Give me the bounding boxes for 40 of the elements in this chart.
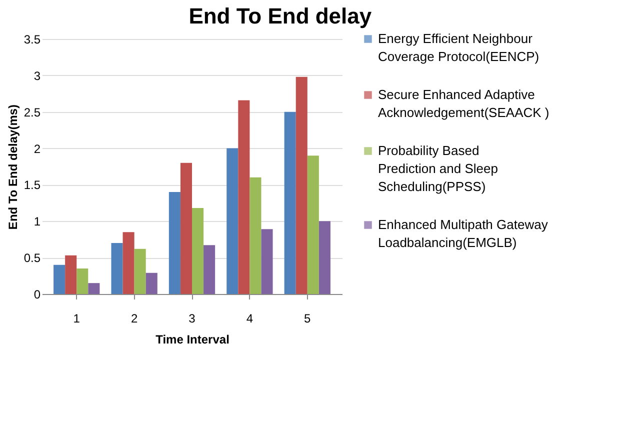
legend-label: Enhanced Multipath Gateway Loadbalancing(EMGLB): [378, 217, 548, 250]
x-tick-label: 2: [130, 312, 138, 326]
bar: [284, 112, 296, 294]
y-tick-label: 1: [34, 214, 41, 229]
bar: [261, 229, 273, 294]
bar: [146, 272, 158, 294]
bar: [204, 245, 216, 294]
bar: [307, 156, 319, 294]
y-tick-label: 3.5: [24, 32, 41, 46]
bar: [296, 76, 308, 294]
y-tick-label: 3: [34, 68, 41, 83]
chart-title: End To End delay: [188, 4, 372, 28]
bar: [250, 177, 262, 294]
x-tick-label: 1: [73, 312, 80, 326]
y-tick-label: 0: [34, 288, 41, 302]
y-tick-label: 2.5: [24, 105, 41, 120]
y-tick-label: 2: [34, 142, 41, 156]
legend-label: Secure Enhanced Adaptive Acknowledgement(SEAACK ): [378, 87, 550, 120]
x-tick-label: 3: [188, 312, 196, 326]
legend-label: Energy Efficient Neighbour Coverage Protocol(EENCP): [378, 31, 540, 64]
y-tick-label: 1.5: [24, 178, 41, 192]
bar: [76, 268, 88, 294]
bar: [168, 192, 180, 294]
bar: [88, 283, 100, 294]
y-axis-title: End To End delay(ms): [6, 104, 20, 230]
bar: [65, 255, 77, 294]
legend-label: Probability Based Prediction and Sleep Scheduling(PPSS): [378, 143, 498, 194]
y-tick-label: 0.5: [24, 251, 41, 266]
bar: [238, 100, 250, 294]
bar: [122, 232, 134, 294]
bar: [318, 221, 330, 294]
bar: [192, 208, 204, 294]
bar: [226, 148, 238, 294]
bar: [111, 243, 123, 294]
bar: [180, 162, 192, 294]
bar: [54, 264, 66, 294]
x-tick-label: 5: [304, 312, 312, 326]
bar: [134, 248, 146, 294]
x-axis-title: Time Interval: [156, 332, 230, 346]
x-tick-label: 4: [246, 312, 254, 326]
